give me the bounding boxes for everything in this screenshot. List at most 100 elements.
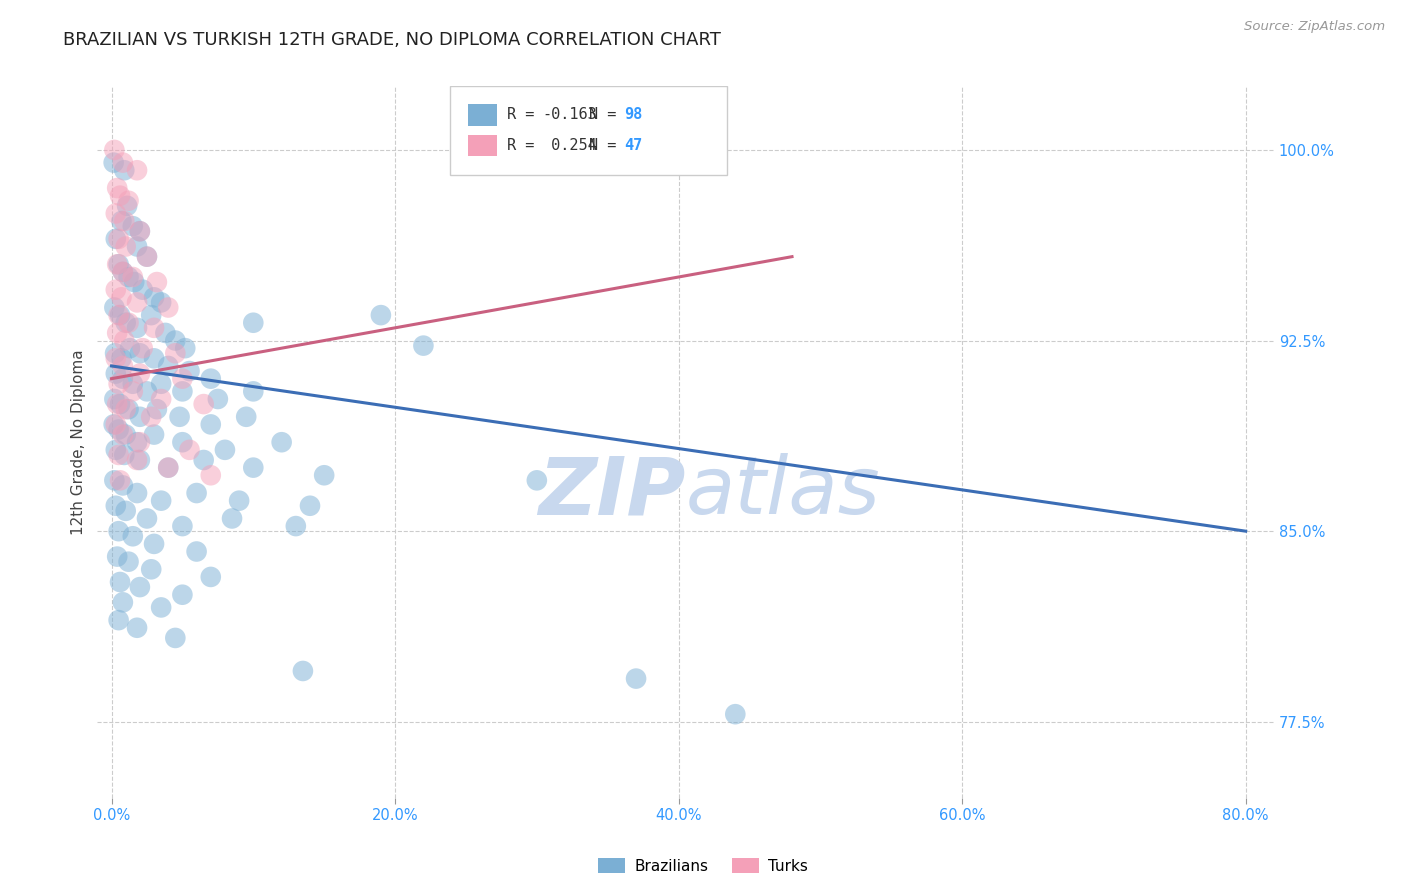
Point <box>114 316 136 330</box>
Point <box>104 417 127 432</box>
Point <box>128 224 150 238</box>
Point <box>125 163 148 178</box>
Point <box>125 453 148 467</box>
Point <box>111 265 134 279</box>
Point <box>165 334 187 348</box>
Point <box>150 376 173 391</box>
Point <box>103 155 125 169</box>
Point <box>128 409 150 424</box>
Point <box>117 316 139 330</box>
Point <box>112 448 135 462</box>
Point <box>117 194 139 208</box>
Point <box>179 442 201 457</box>
Point <box>132 341 155 355</box>
Text: ZIP: ZIP <box>538 453 686 531</box>
Point <box>103 143 125 157</box>
Point <box>128 224 150 238</box>
Point <box>270 435 292 450</box>
Text: -0.163: -0.163 <box>543 107 598 122</box>
Point <box>172 588 194 602</box>
Point <box>214 442 236 457</box>
Point <box>412 338 434 352</box>
Point <box>107 376 129 391</box>
Text: R =: R = <box>506 107 543 122</box>
Point <box>111 595 134 609</box>
Point <box>111 372 134 386</box>
Point <box>242 384 264 399</box>
Point <box>157 460 180 475</box>
Point <box>235 409 257 424</box>
Point <box>108 308 131 322</box>
Point <box>103 301 125 315</box>
Point <box>105 397 128 411</box>
Point <box>108 473 131 487</box>
Point <box>107 308 129 322</box>
Point <box>118 341 141 355</box>
Point <box>108 574 131 589</box>
Point <box>155 326 177 340</box>
Point <box>112 163 135 178</box>
Point <box>110 290 132 304</box>
Point <box>103 417 125 432</box>
Text: atlas: atlas <box>686 453 880 531</box>
Point <box>128 435 150 450</box>
Point <box>117 402 139 417</box>
Point <box>146 275 169 289</box>
Point <box>291 664 314 678</box>
Point <box>624 672 647 686</box>
Point <box>150 392 173 406</box>
Point <box>104 283 127 297</box>
Point <box>186 486 208 500</box>
Point <box>136 511 159 525</box>
Point <box>143 537 166 551</box>
Point <box>136 250 159 264</box>
Point <box>298 499 321 513</box>
Text: N =: N = <box>589 138 626 153</box>
Point <box>143 290 166 304</box>
FancyBboxPatch shape <box>468 135 498 156</box>
Point <box>104 232 127 246</box>
Legend: Brazilians, Turks: Brazilians, Turks <box>592 852 814 880</box>
Point <box>157 301 180 315</box>
Point <box>111 265 134 279</box>
Point <box>314 468 336 483</box>
Point <box>186 544 208 558</box>
Point <box>103 392 125 406</box>
Point <box>143 427 166 442</box>
Text: Source: ZipAtlas.com: Source: ZipAtlas.com <box>1244 20 1385 33</box>
Point <box>104 442 127 457</box>
Point <box>114 504 136 518</box>
Point <box>105 549 128 564</box>
Point <box>110 351 132 366</box>
Point <box>112 214 135 228</box>
Point <box>121 384 143 399</box>
Point <box>107 232 129 246</box>
Point <box>526 473 548 487</box>
Point <box>110 214 132 228</box>
Point <box>207 392 229 406</box>
Point <box>132 283 155 297</box>
Text: N =: N = <box>589 107 626 122</box>
Point <box>117 270 139 285</box>
Point <box>104 499 127 513</box>
Point <box>125 621 148 635</box>
Point <box>108 188 131 202</box>
Point <box>172 372 194 386</box>
Point <box>111 427 134 442</box>
Text: BRAZILIAN VS TURKISH 12TH GRADE, NO DIPLOMA CORRELATION CHART: BRAZILIAN VS TURKISH 12TH GRADE, NO DIPL… <box>63 31 721 49</box>
FancyBboxPatch shape <box>468 104 498 126</box>
Point <box>121 376 143 391</box>
Text: 0.254: 0.254 <box>543 138 598 153</box>
Point <box>128 346 150 360</box>
Point <box>104 351 127 366</box>
Point <box>125 435 148 450</box>
Point <box>143 351 166 366</box>
Point <box>128 367 150 381</box>
Point <box>200 570 222 584</box>
Point <box>104 367 127 381</box>
Point <box>165 631 187 645</box>
Point <box>200 468 222 483</box>
Point <box>724 707 747 722</box>
Point <box>179 364 201 378</box>
Point <box>105 181 128 195</box>
